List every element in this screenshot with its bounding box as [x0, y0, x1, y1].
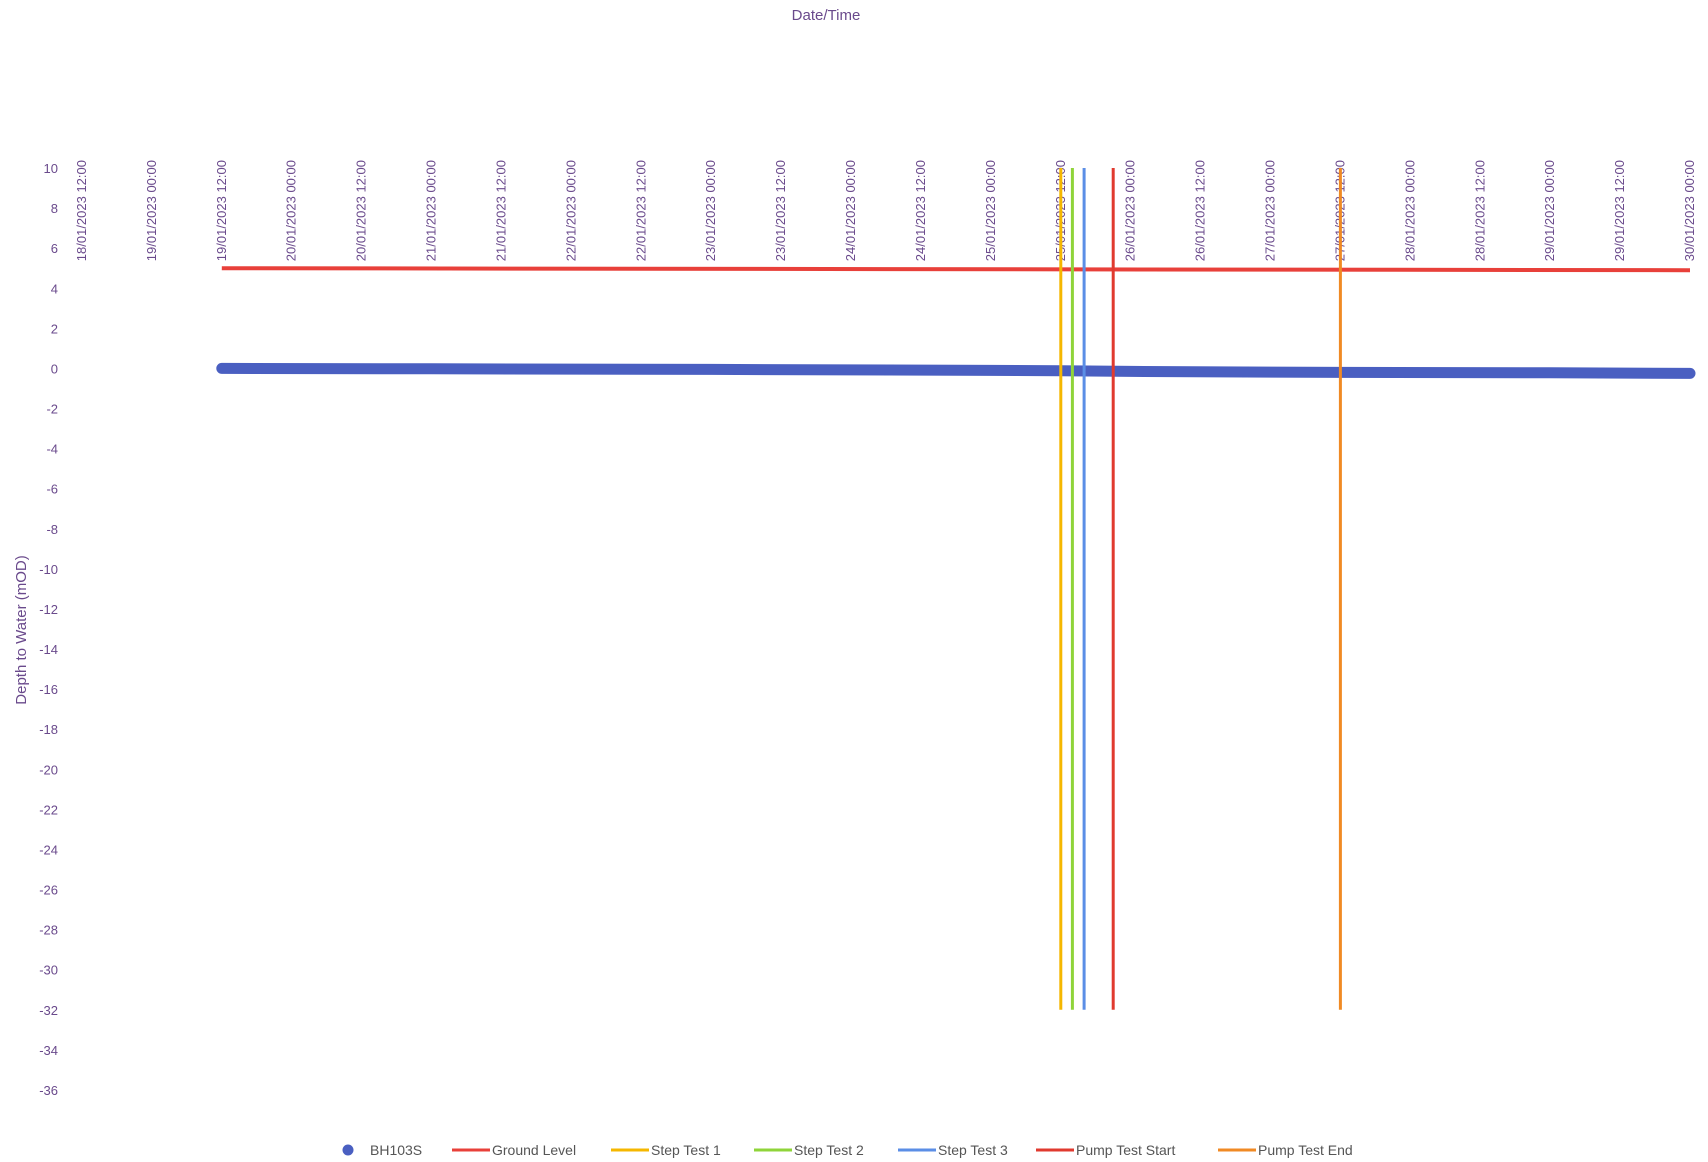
x-tick-label: 28/01/2023 12:00: [1472, 160, 1487, 261]
legend-item-step-test-2: Step Test 2: [754, 1142, 864, 1158]
y-tick-label: -6: [46, 482, 58, 497]
x-tick-label: 19/01/2023 12:00: [214, 160, 229, 261]
y-tick-label: -16: [39, 682, 58, 697]
y-tick-label: -36: [39, 1083, 58, 1098]
legend-label: Pump Test Start: [1076, 1142, 1175, 1158]
legend-label: Step Test 3: [938, 1142, 1008, 1158]
legend-label: Ground Level: [492, 1142, 576, 1158]
y-tick-label: -8: [46, 522, 58, 537]
legend-item-bh103s: BH103S: [342, 1142, 422, 1158]
legend-item-pump-test-start: Pump Test Start: [1036, 1142, 1175, 1158]
legend-item-pump-test-end: Pump Test End: [1218, 1142, 1353, 1158]
x-tick-label: 23/01/2023 00:00: [703, 160, 718, 261]
x-tick-label: 29/01/2023 12:00: [1612, 160, 1627, 261]
y-tick-label: -24: [39, 842, 58, 857]
series-bh103s: [216, 362, 1696, 379]
y-tick-label: 6: [51, 241, 58, 256]
y-tick-label: -26: [39, 883, 58, 898]
x-axis-title: Date/Time: [792, 7, 861, 24]
x-tick-label: 20/01/2023 00:00: [284, 160, 299, 261]
y-tick-labels: 10 8 6 4 2 0 -2 -4 -6 -8 -10 -12 -14 -16 -18 -20 -22 -24 -…: [39, 161, 58, 1098]
y-tick-label: -28: [39, 923, 58, 938]
legend-label: Step Test 1: [651, 1142, 721, 1158]
legend-label: Step Test 2: [794, 1142, 864, 1158]
legend-item-step-test-1: Step Test 1: [611, 1142, 721, 1158]
x-tick-label: 26/01/2023 00:00: [1123, 160, 1138, 261]
x-tick-label: 22/01/2023 00:00: [563, 160, 578, 261]
legend-item-ground-level: Ground Level: [452, 1142, 576, 1158]
legend-label: BH103S: [370, 1142, 422, 1158]
series-ground-level: [221, 266, 1691, 273]
legend-label: Pump Test End: [1258, 1142, 1353, 1158]
x-tick-label: 18/01/2023 12:00: [74, 160, 89, 261]
y-tick-label: 8: [51, 201, 58, 216]
legend: BH103S Ground Level Step Test 1 Step Test 2…: [342, 1142, 1353, 1158]
x-tick-label: 19/01/2023 00:00: [144, 160, 159, 261]
legend-marker: [342, 1144, 354, 1156]
y-tick-label: -12: [39, 602, 58, 617]
x-tick-label: 28/01/2023 00:00: [1402, 160, 1417, 261]
y-tick-label: -22: [39, 802, 58, 817]
x-tick-label: 21/01/2023 12:00: [493, 160, 508, 261]
y-tick-label: 10: [44, 161, 58, 176]
y-tick-label: -30: [39, 963, 58, 978]
x-tick-label: 22/01/2023 12:00: [633, 160, 648, 261]
y-tick-label: -4: [46, 442, 58, 457]
x-tick-label: 29/01/2023 00:00: [1542, 160, 1557, 261]
x-tick-label: 26/01/2023 12:00: [1193, 160, 1208, 261]
y-tick-label: -34: [39, 1043, 58, 1058]
x-tick-label: 24/01/2023 12:00: [913, 160, 928, 261]
y-tick-label: -18: [39, 722, 58, 737]
x-tick-label: 21/01/2023 00:00: [424, 160, 439, 261]
y-tick-label: -10: [39, 562, 58, 577]
y-tick-label: -14: [39, 642, 58, 657]
y-axis-title: Depth to Water (mOD): [13, 555, 30, 704]
y-tick-label: -32: [39, 1003, 58, 1018]
x-tick-label: 23/01/2023 12:00: [773, 160, 788, 261]
plot-area: [216, 168, 1696, 1010]
x-tick-label: 20/01/2023 12:00: [354, 160, 369, 261]
y-tick-label: -20: [39, 762, 58, 777]
y-tick-label: 2: [51, 321, 58, 336]
legend-item-step-test-3: Step Test 3: [898, 1142, 1008, 1158]
y-tick-label: -2: [46, 402, 58, 417]
x-tick-label: 25/01/2023 00:00: [983, 160, 998, 261]
y-tick-label: 0: [51, 361, 58, 376]
x-tick-label: 30/01/2023 00:00: [1682, 160, 1697, 261]
x-tick-label: 24/01/2023 00:00: [843, 160, 858, 261]
x-tick-labels: 18/01/2023 12:00 19/01/2023 00:00 19/01/20…: [74, 160, 1697, 261]
y-tick-label: 4: [51, 281, 58, 296]
x-tick-label: 27/01/2023 00:00: [1263, 160, 1278, 261]
